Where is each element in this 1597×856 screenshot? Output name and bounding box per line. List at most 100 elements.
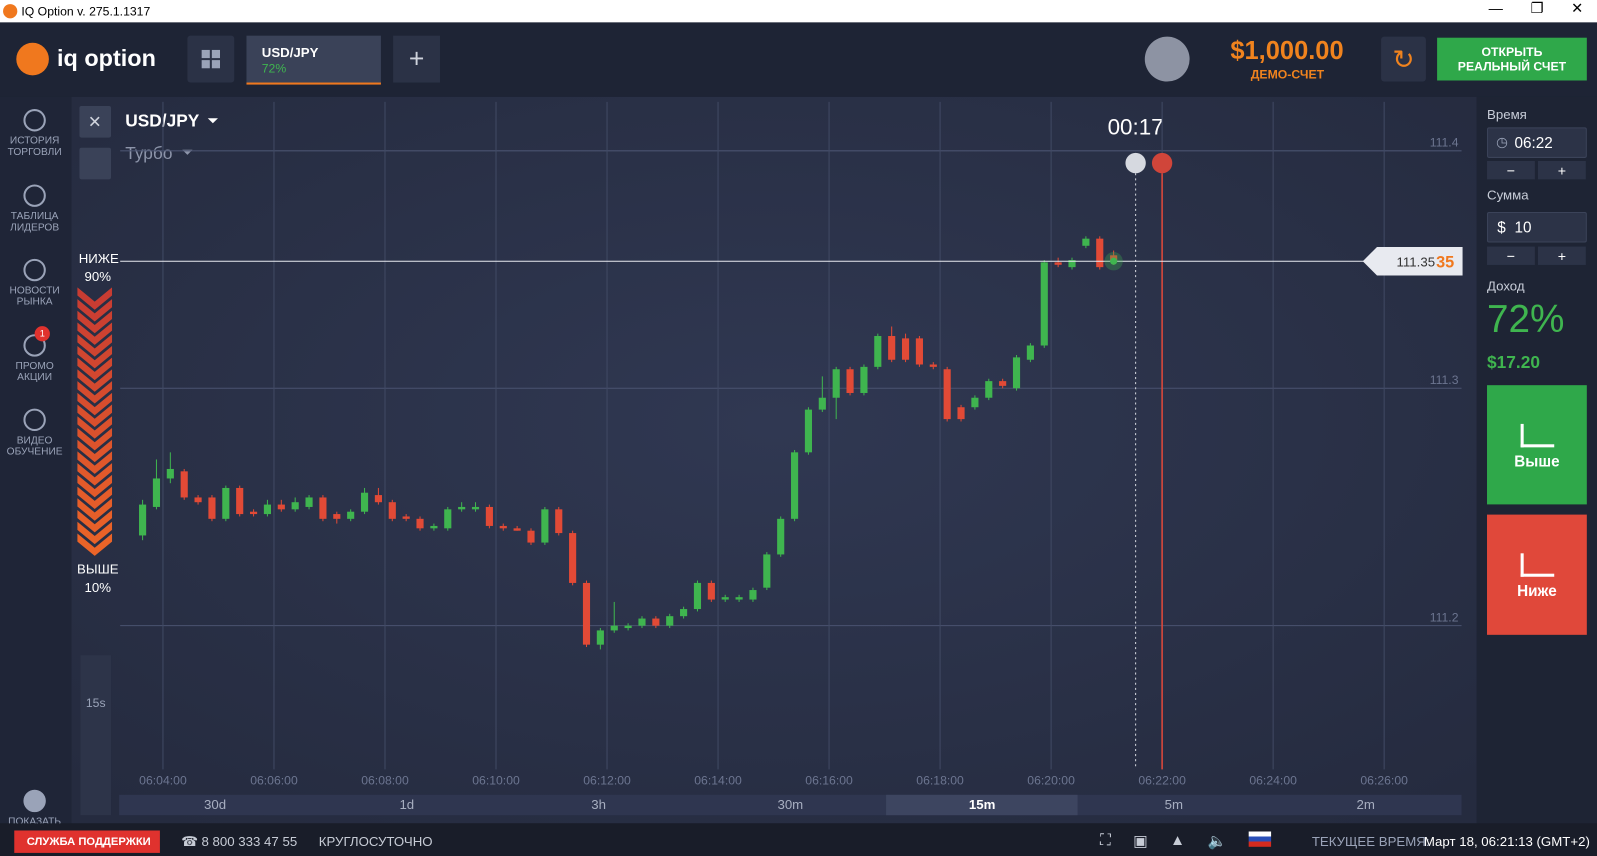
logo-icon xyxy=(16,42,49,76)
asset-tab[interactable]: USD/JPY 72% xyxy=(246,35,381,85)
window-controls[interactable]: — ❐ ✕ xyxy=(1488,0,1584,17)
timeframe[interactable]: 5m xyxy=(1164,796,1184,813)
sentiment-chevron xyxy=(77,510,113,533)
candle-body xyxy=(874,336,882,367)
candle-body xyxy=(250,511,258,515)
y-tick-label: 111.4 xyxy=(1430,136,1459,150)
sidebar-item[interactable]: ПРОМО АКЦИИ 1 xyxy=(0,325,69,383)
put-label: Ниже xyxy=(1517,582,1557,601)
top-bar: iq option USD/JPY 72% + $1,000.00 ДЕМО-С… xyxy=(0,22,1597,97)
sentiment-chevron xyxy=(77,322,113,345)
tab-asset: USD/JPY xyxy=(261,44,319,61)
candle-body xyxy=(971,397,979,408)
sidebar-icon xyxy=(23,183,46,207)
x-tick-label: 06:06:00 xyxy=(250,774,298,788)
candle-body xyxy=(707,582,715,600)
amount-input[interactable]: $10 xyxy=(1487,211,1587,243)
chart-mode[interactable]: Турбо xyxy=(125,143,172,163)
candle-period[interactable]: 15s xyxy=(86,696,106,710)
balance[interactable]: $1,000.00 xyxy=(1230,36,1344,66)
candle-body xyxy=(680,609,688,617)
phone-number: 8 800 333 47 55 xyxy=(201,833,298,849)
profit-label: Доход xyxy=(1487,278,1525,294)
current-price-label: 111.35 xyxy=(1397,254,1436,269)
add-tab-button[interactable]: + xyxy=(393,35,440,83)
sidebar-item[interactable]: ТАБЛИЦА ЛИДЕРОВ xyxy=(0,183,69,233)
sentiment-chevron xyxy=(77,357,113,381)
put-button[interactable]: Ниже xyxy=(1487,514,1587,635)
sidebar-item[interactable]: ИСТОРИЯ ТОРГОВЛИ xyxy=(0,109,69,158)
current-price-dot xyxy=(1110,257,1118,265)
time-plus[interactable]: + xyxy=(1537,161,1586,180)
x-tick-label: 06:26:00 xyxy=(1360,774,1408,788)
candle-body xyxy=(652,618,660,626)
timeframe[interactable]: 3h xyxy=(591,796,606,813)
candle-body xyxy=(1012,357,1021,389)
sentiment-chevron xyxy=(77,392,113,416)
timeframe[interactable]: 1d xyxy=(399,796,415,813)
timeframe[interactable]: 15m xyxy=(886,794,1079,816)
amount-minus[interactable]: − xyxy=(1487,246,1535,265)
collapse-button[interactable] xyxy=(79,147,112,180)
sentiment-chevron xyxy=(77,334,113,357)
candle-body xyxy=(208,497,216,519)
candle-body xyxy=(582,582,591,645)
timeframes: 30d 1d 3h 30m 15m 5m 2m xyxy=(119,794,1461,816)
candle-body xyxy=(513,528,521,531)
timeframe[interactable]: 30d xyxy=(203,796,227,813)
x-tick-label: 06:12:00 xyxy=(583,774,631,788)
timeframe[interactable]: 2m xyxy=(1356,796,1375,813)
time-input[interactable]: ◷ 06:22 xyxy=(1487,127,1587,158)
candle-body xyxy=(693,582,702,610)
profit-amount: $17.20 xyxy=(1487,352,1540,372)
avatar[interactable] xyxy=(1144,36,1190,82)
sidebar-label: НОВОСТИ РЫНКА xyxy=(9,285,60,308)
candle-body xyxy=(222,487,230,519)
candle-body xyxy=(860,366,868,393)
time-minus[interactable]: − xyxy=(1487,161,1535,180)
close-chart-button[interactable] xyxy=(79,105,112,138)
amount-plus[interactable]: + xyxy=(1537,246,1586,265)
deposit-button[interactable]: ↻ xyxy=(1381,36,1426,82)
sidebar-item[interactable]: НОВОСТИ РЫНКА xyxy=(0,258,69,308)
status-icons[interactable]: ⛶ ▣ ▲ 🔈 xyxy=(1100,831,1272,850)
show-button[interactable]: ПОКАЗАТЬ xyxy=(0,789,69,827)
sidebar-item[interactable]: ВИДЕО ОБУЧЕНИЕ xyxy=(0,408,69,458)
candle-body xyxy=(430,525,438,529)
timeframe[interactable]: 30m xyxy=(777,796,804,813)
candle-body xyxy=(499,525,507,529)
candle-body xyxy=(721,597,729,600)
title-bar: IQ Option v. 275.1.1317 — ❐ ✕ xyxy=(0,0,1597,23)
account-type: ДЕМО-СЧЕТ xyxy=(1250,67,1325,82)
expiry-timer: 00:17 xyxy=(1108,115,1164,140)
phone: ☎ 8 800 333 47 55 xyxy=(181,833,298,849)
candle-body xyxy=(555,509,563,534)
status-bar: СЛУЖБА ПОДДЕРЖКИ ☎ 8 800 333 47 55 КРУГЛ… xyxy=(0,823,1597,856)
candle-body xyxy=(999,381,1007,386)
sentiment-chevron xyxy=(77,486,113,509)
grid-button[interactable] xyxy=(187,35,235,83)
chart: ✕ USD/JPY Турбо 00:17 НИЖЕ 90% ВЫШЕ 10% … xyxy=(71,96,1477,824)
sidebar-label: ТАБЛИЦА ЛИДЕРОВ xyxy=(10,210,60,233)
candle-body xyxy=(458,506,466,510)
sidebar-label: ПРОМО АКЦИИ xyxy=(15,360,54,383)
sentiment-chevron xyxy=(77,404,113,427)
sentiment-down-value: 90% xyxy=(85,269,112,284)
candle-body xyxy=(1096,238,1104,268)
sentiment-chevron xyxy=(77,533,113,556)
amount-label: Сумма xyxy=(1487,187,1529,203)
candle-body xyxy=(610,625,618,631)
candle-body xyxy=(804,409,813,453)
candle-body xyxy=(666,616,674,626)
badge: 1 xyxy=(34,325,50,341)
open-real-account-button[interactable]: ОТКРЫТЬ РЕАЛЬНЫЙ СЧЕТ xyxy=(1437,37,1587,81)
support-button[interactable]: СЛУЖБА ПОДДЕРЖКИ xyxy=(14,830,160,853)
call-button[interactable]: Выше xyxy=(1487,385,1587,505)
x-tick-label: 06:08:00 xyxy=(361,774,409,788)
x-tick-label: 06:18:00 xyxy=(916,774,964,788)
candle-body xyxy=(569,533,577,583)
candle-body xyxy=(277,504,285,510)
candle-body xyxy=(1026,345,1034,360)
candle-body xyxy=(943,369,951,420)
